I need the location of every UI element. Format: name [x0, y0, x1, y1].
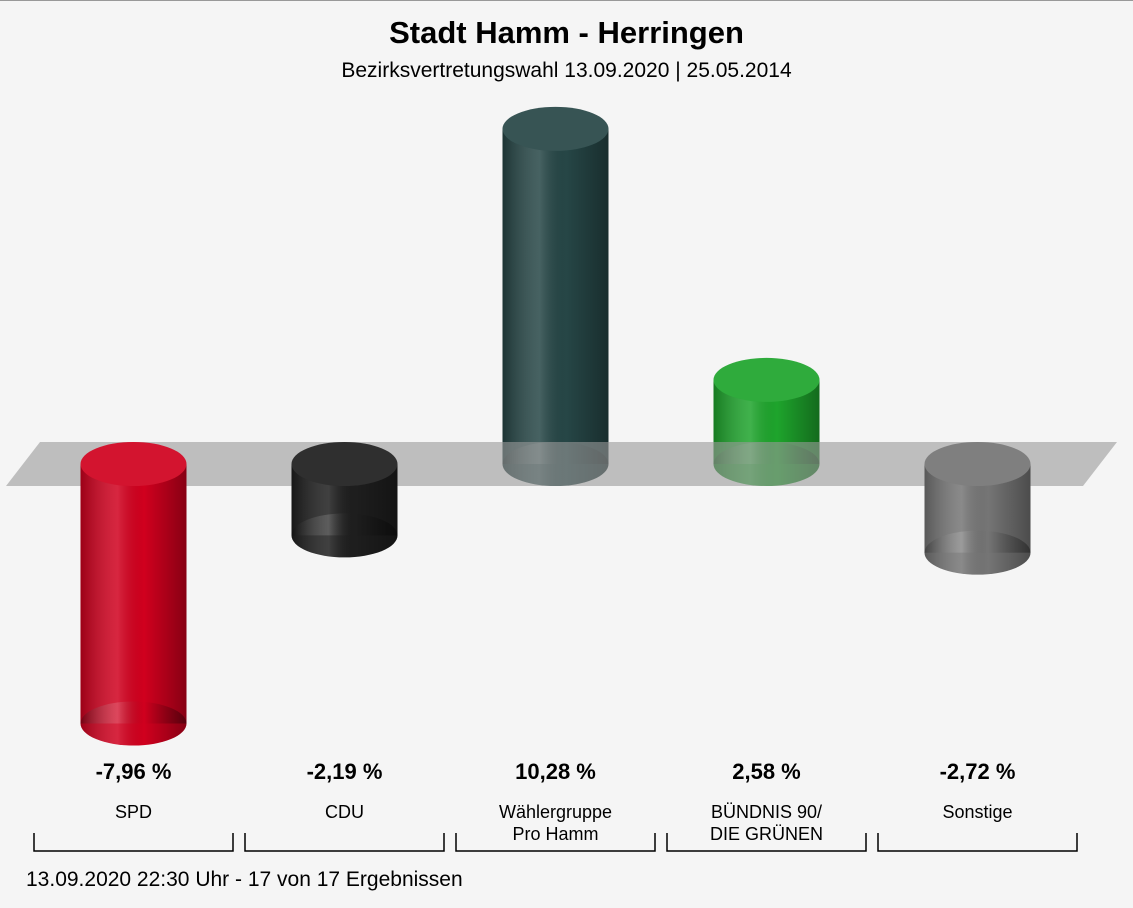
value-label: -2,72 % [939, 759, 1016, 784]
bar-top [291, 442, 398, 486]
value-label: 10,28 % [515, 759, 596, 784]
category-label: CDU [325, 802, 364, 822]
zero-plane [6, 442, 1117, 486]
bars-back [502, 106, 820, 486]
bar-top [80, 442, 187, 486]
bar-body-shade [80, 464, 187, 724]
bar-top [713, 357, 820, 402]
bar-top-shade [713, 357, 820, 402]
chart-title: Stadt Hamm - Herringen [389, 15, 744, 50]
bar [502, 106, 609, 486]
brackets [33, 833, 1078, 852]
bar-top [502, 106, 609, 151]
footer: 13.09.2020 22:30 Uhr - 17 von 17 Ergebni… [26, 868, 463, 891]
bar-body-shade [502, 128, 609, 464]
category-bracket [33, 833, 234, 852]
category-label: Sonstige [942, 802, 1013, 822]
category-label: Wählergruppe Pro Hamm [498, 802, 613, 844]
category-label: BÜNDNIS 90/ DIE GRÜNEN [709, 802, 823, 844]
category-bracket [244, 833, 445, 852]
bar-top-shade [502, 106, 609, 151]
value-label: 2,58 % [732, 759, 801, 784]
bar-top [924, 442, 1031, 486]
value-label: -7,96 % [95, 759, 172, 784]
category-bracket [666, 833, 867, 852]
value-label: -2,19 % [306, 759, 383, 784]
bar [80, 442, 187, 746]
category-bracket [455, 833, 656, 852]
category-bracket [877, 833, 1078, 852]
bar-top-shade [80, 442, 187, 486]
category-label: SPD [114, 802, 152, 822]
bar [924, 442, 1031, 575]
bar [291, 442, 398, 558]
bars-front [80, 442, 1031, 746]
bar-top-shade [291, 442, 398, 486]
bar-top-shade [924, 442, 1031, 486]
chart-subtitle: Bezirksvertretungswahl 13.09.2020 | 25.0… [341, 59, 792, 82]
